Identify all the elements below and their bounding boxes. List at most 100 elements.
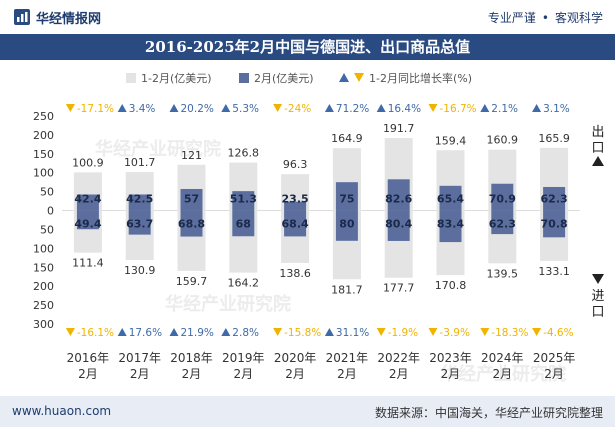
export-yoy-label: -16.7% bbox=[440, 103, 477, 115]
import-total-value: 164.2 bbox=[228, 277, 260, 290]
export-yoy-label: -24% bbox=[284, 103, 311, 115]
export-yoy-up-triangle-icon bbox=[117, 104, 127, 112]
import-feb-bar bbox=[335, 210, 358, 241]
y-tick-label: 200 bbox=[33, 129, 54, 142]
import-yoy-label: 21.9% bbox=[181, 327, 214, 339]
import-yoy-down-triangle-icon bbox=[376, 328, 386, 336]
export-yoy-up-triangle-icon bbox=[169, 104, 179, 112]
import-feb-bar bbox=[491, 210, 514, 235]
title-band: 2016-2025年2月中国与德国进、出口商品总值 bbox=[0, 34, 615, 60]
export-yoy-label: 3.1% bbox=[543, 103, 570, 115]
import-feb-value: 68.4 bbox=[282, 218, 309, 231]
import-total-value: 111.4 bbox=[72, 257, 104, 270]
x-tick-label-line: 2月 bbox=[337, 367, 357, 381]
x-tick-label: 2021年 2月 bbox=[326, 351, 369, 381]
export-yoy-label: 16.4% bbox=[388, 103, 421, 115]
export-feb-value: 51.3 bbox=[230, 193, 257, 206]
import-feb-bar bbox=[439, 210, 462, 243]
import-feb-bar bbox=[180, 210, 203, 237]
import-yoy-down-triangle-icon bbox=[480, 328, 490, 336]
footer-url: www.huaon.com bbox=[12, 404, 112, 418]
import-feb-bar bbox=[387, 210, 410, 241]
export-yoy-down-triangle-icon bbox=[428, 104, 438, 112]
export-feb-value: 42.4 bbox=[74, 193, 101, 206]
x-tick-label-line: 2月 bbox=[389, 367, 409, 381]
legend-total-swatch bbox=[126, 73, 136, 83]
import-feb-bar bbox=[76, 210, 99, 230]
import-feb-value: 62.3 bbox=[489, 218, 516, 231]
export-yoy-down-triangle-icon bbox=[65, 104, 75, 112]
export-feb-value: 65.4 bbox=[437, 193, 464, 206]
import-yoy-label: -3.9% bbox=[440, 327, 470, 339]
y-tick-label: 50 bbox=[40, 186, 54, 199]
export-feb-bar bbox=[128, 194, 151, 211]
x-tick-label: 2019年 2月 bbox=[222, 351, 265, 381]
y-tick-label: 200 bbox=[33, 280, 54, 293]
export-feb-value: 42.5 bbox=[126, 193, 153, 206]
import-yoy-down-triangle-icon bbox=[532, 328, 542, 336]
export-total-value: 159.4 bbox=[435, 134, 467, 147]
export-yoy-down-triangle-icon bbox=[273, 104, 283, 112]
export-yoy-label: 2.1% bbox=[491, 103, 518, 115]
export-total-value: 121 bbox=[181, 149, 202, 162]
import-feb-value: 70.8 bbox=[541, 218, 568, 231]
y-tick-label: 150 bbox=[33, 261, 54, 274]
export-total-value: 165.9 bbox=[538, 132, 570, 145]
import-yoy-label: 31.1% bbox=[336, 327, 369, 339]
import-feb-value: 83.4 bbox=[437, 218, 464, 231]
tagline: 专业严谨 • 客观科学 bbox=[488, 9, 603, 26]
x-tick-label-line: 2022年 bbox=[377, 351, 420, 365]
import-total-value: 133.1 bbox=[538, 265, 570, 278]
side-label-import-char-2: 口 bbox=[591, 305, 604, 320]
export-feb-bar bbox=[284, 201, 307, 211]
import-yoy-label: 17.6% bbox=[129, 327, 162, 339]
legend-up-triangle-icon bbox=[339, 73, 349, 82]
export-feb-value: 62.3 bbox=[541, 193, 568, 206]
x-tick-label-line: 2月 bbox=[78, 367, 98, 381]
brand-logo-icon bbox=[14, 9, 30, 25]
legend-feb-label: 2月(亿美元) bbox=[254, 72, 314, 85]
import-yoy-label: 2.8% bbox=[232, 327, 259, 339]
x-tick-label-line: 2月 bbox=[544, 367, 564, 381]
import-yoy-down-triangle-icon bbox=[428, 328, 438, 336]
legend-feb-swatch bbox=[239, 73, 249, 83]
brand: 华经情报网 bbox=[14, 7, 101, 27]
export-feb-bar bbox=[76, 194, 99, 211]
export-feb-bar bbox=[335, 182, 358, 211]
footer-source: 数据来源：中国海关，华经产业研究院整理 bbox=[374, 406, 603, 420]
brand-name: 华经情报网 bbox=[36, 11, 102, 27]
x-tick-label-line: 2月 bbox=[441, 367, 461, 381]
export-yoy-up-triangle-icon bbox=[376, 104, 386, 112]
y-tick-label: 100 bbox=[33, 242, 54, 255]
footer: www.huaon.com 数据来源：中国海关，华经产业研究院整理 bbox=[0, 396, 615, 427]
import-yoy-label: -15.8% bbox=[284, 327, 321, 339]
export-feb-bar bbox=[387, 179, 410, 211]
export-feb-value: 70.9 bbox=[489, 193, 516, 206]
x-tick-label-line: 2025年 bbox=[533, 351, 576, 365]
x-tick-label: 2016年 2月 bbox=[67, 351, 110, 381]
y-tick-label: 150 bbox=[33, 148, 54, 161]
export-feb-value: 75 bbox=[339, 193, 354, 206]
x-tick-label-line: 2016年 bbox=[67, 351, 110, 365]
import-total-value: 170.8 bbox=[435, 279, 467, 292]
export-yoy-label: -17.1% bbox=[77, 103, 114, 115]
import-yoy-label: -4.6% bbox=[543, 327, 573, 339]
chart-title: 2016-2025年2月中国与德国进、出口商品总值 bbox=[144, 38, 471, 56]
x-tick-label-line: 2月 bbox=[285, 367, 305, 381]
watermark: 华经产业研究院 bbox=[95, 139, 221, 160]
export-feb-bar bbox=[232, 191, 255, 211]
import-yoy-down-triangle-icon bbox=[273, 328, 283, 336]
tagline-separator: • bbox=[541, 11, 549, 25]
export-total-value: 100.9 bbox=[72, 156, 104, 169]
import-yoy-label: -18.3% bbox=[491, 327, 528, 339]
tagline-right: 客观科学 bbox=[554, 11, 603, 25]
x-tick-label-line: 2月 bbox=[130, 367, 150, 381]
export-total-value: 126.8 bbox=[228, 147, 260, 160]
x-tick-label-line: 2017年 bbox=[118, 351, 161, 365]
import-yoy-label: -16.1% bbox=[77, 327, 114, 339]
legend-yoy-label: 1-2月同比增长率(%) bbox=[369, 71, 472, 85]
export-yoy-up-triangle-icon bbox=[480, 104, 490, 112]
y-tick-label: 50 bbox=[40, 223, 54, 236]
export-feb-bar bbox=[439, 185, 462, 211]
export-total-value: 160.9 bbox=[487, 134, 519, 147]
